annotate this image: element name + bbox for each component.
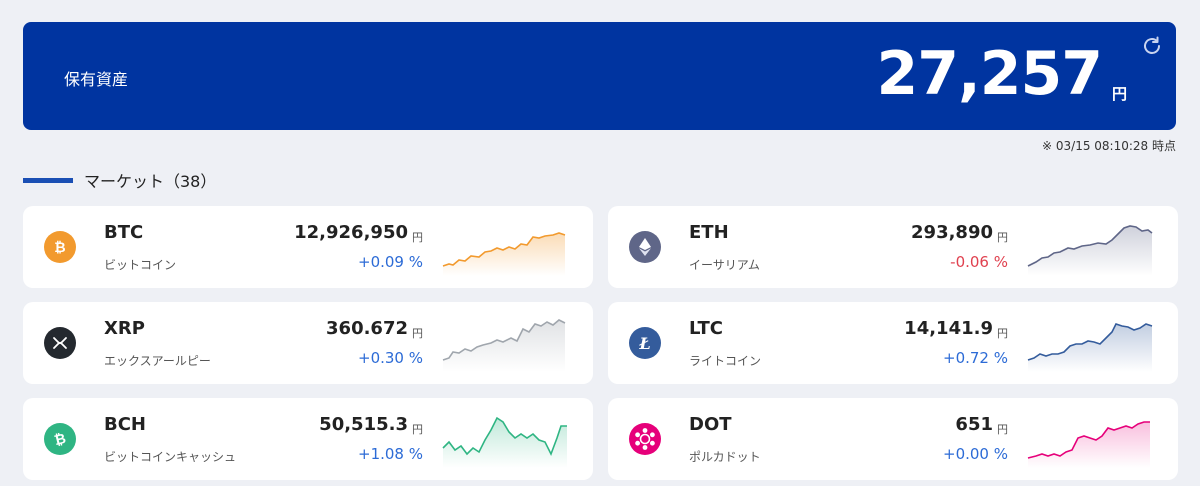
- sparkline-xrp: [442, 319, 566, 372]
- litecoin-icon: Ł: [629, 327, 661, 359]
- coin-change: -0.06 %: [950, 253, 1008, 271]
- coin-change: +0.30 %: [358, 349, 423, 367]
- sparkline-eth: [1027, 225, 1153, 276]
- sparkline-ltc: [1027, 323, 1153, 372]
- market-heading-accent: [23, 177, 73, 183]
- asset-timestamp: ※ 03/15 08:10:28 時点: [1042, 139, 1176, 153]
- coin-card-ltc[interactable]: Ł LTC ライトコイン 14,141.9 円 +0.72 %: [608, 302, 1178, 384]
- coin-price: 50,515.3: [319, 414, 408, 435]
- coin-card-btc[interactable]: ₿ BTC ビットコイン 12,926,950 円 +0.09 %: [23, 206, 593, 288]
- coin-card-dot[interactable]: DOT ポルカドット 651 円 +0.00 %: [608, 398, 1178, 480]
- coin-change: +0.09 %: [358, 253, 423, 271]
- coin-price: 293,890: [911, 222, 993, 243]
- coin-card-eth[interactable]: ETH イーサリアム 293,890 円 -0.06 %: [608, 206, 1178, 288]
- coin-price-unit: 円: [412, 231, 423, 244]
- coin-symbol: XRP: [104, 318, 145, 339]
- polkadot-icon: [629, 423, 661, 455]
- bitcoin-cash-icon: ₿: [44, 423, 76, 455]
- market-heading: マーケット（38）: [23, 168, 216, 192]
- coin-price-unit: 円: [997, 423, 1008, 436]
- asset-unit: 円: [1111, 85, 1127, 103]
- coin-symbol: ETH: [689, 222, 729, 243]
- coin-price-unit: 円: [412, 423, 423, 436]
- coin-name: ライトコイン: [689, 354, 762, 368]
- svg-text:Ł: Ł: [638, 334, 650, 352]
- ethereum-icon: [629, 231, 661, 263]
- coin-card-xrp[interactable]: XRP エックスアールピー 360.672 円 +0.30 %: [23, 302, 593, 384]
- coin-price: 360.672: [326, 318, 408, 339]
- coin-price-unit: 円: [997, 231, 1008, 244]
- coin-symbol: DOT: [689, 414, 732, 435]
- coin-price-unit: 円: [997, 327, 1008, 340]
- refresh-icon[interactable]: [1140, 34, 1164, 58]
- coin-name: ビットコインキャッシュ: [104, 450, 237, 464]
- coin-price: 651: [955, 414, 993, 435]
- coin-price-unit: 円: [412, 327, 423, 340]
- coin-price: 14,141.9: [904, 318, 993, 339]
- coin-name: ポルカドット: [689, 450, 761, 464]
- sparkline-dot: [1027, 421, 1150, 468]
- svg-text:₿: ₿: [53, 431, 68, 448]
- coin-change: +0.72 %: [943, 349, 1008, 367]
- coin-symbol: BCH: [104, 414, 146, 435]
- sparkline-btc: [442, 232, 566, 276]
- coin-name: ビットコイン: [104, 258, 177, 272]
- coin-name: イーサリアム: [689, 258, 760, 272]
- coin-card-bch[interactable]: ₿ BCH ビットコインキャッシュ 50,515.3 円 +1.08 %: [23, 398, 593, 480]
- xrp-icon: [44, 327, 76, 359]
- coin-symbol: LTC: [689, 318, 723, 339]
- asset-value: 27,257: [876, 39, 1103, 109]
- asset-banner: 保有資産 27,257 円: [23, 22, 1176, 130]
- coin-symbol: BTC: [104, 222, 144, 243]
- svg-text:₿: ₿: [54, 240, 65, 256]
- coin-change: +0.00 %: [943, 445, 1008, 463]
- coin-price: 12,926,950: [294, 222, 408, 243]
- coin-name: エックスアールピー: [104, 354, 211, 368]
- coin-change: +1.08 %: [358, 445, 423, 463]
- sparkline-bch: [442, 416, 567, 468]
- asset-label: 保有資産: [64, 70, 129, 89]
- market-title: マーケット（38）: [84, 172, 217, 191]
- bitcoin-icon: ₿: [44, 231, 76, 263]
